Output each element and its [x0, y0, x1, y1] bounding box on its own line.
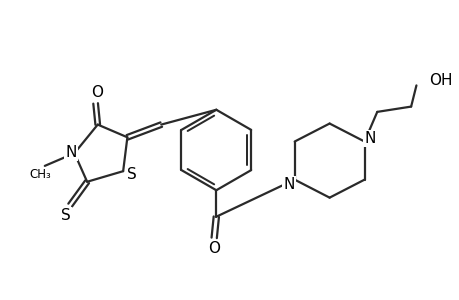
- Text: N: N: [283, 177, 294, 192]
- Text: S: S: [127, 167, 136, 182]
- Text: N: N: [66, 145, 77, 160]
- Text: S: S: [61, 208, 71, 223]
- Text: CH₃: CH₃: [30, 168, 51, 181]
- Text: N: N: [364, 131, 375, 146]
- Text: O: O: [208, 241, 220, 256]
- Text: OH: OH: [428, 73, 452, 88]
- Text: O: O: [90, 85, 102, 100]
